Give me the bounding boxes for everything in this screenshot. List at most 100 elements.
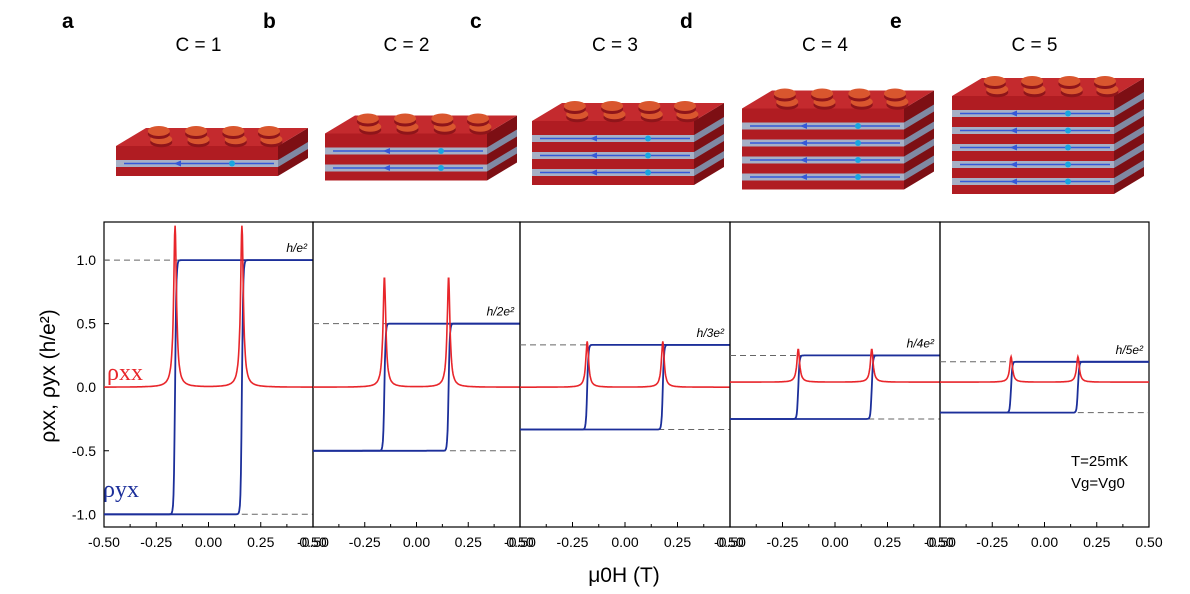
x-tick-label: -0.25 [976, 534, 1008, 550]
x-tick-label: -0.50 [714, 534, 746, 550]
rho-yx-sweep-down [730, 354, 940, 420]
edge-current-arrow [383, 148, 390, 154]
rho-yx-sweep-up [730, 354, 940, 420]
rho-yx-sweep-down [313, 322, 520, 452]
rho-yx-sweep-up [940, 360, 1149, 414]
rho-xx-curve [104, 225, 313, 388]
current-droplet [229, 160, 235, 167]
layer-stack-illustration [742, 88, 934, 190]
current-droplet [438, 148, 444, 154]
stud-top [1021, 75, 1044, 86]
ti-layer-side [1114, 126, 1144, 151]
x-tick-label: 0.25 [455, 534, 482, 550]
panel-title: C = 4 [802, 35, 848, 56]
edge-current-arrow [590, 135, 597, 142]
y-tick-label: 1.0 [77, 252, 97, 268]
panel-letter: a [62, 10, 74, 33]
x-tick-label: 0.00 [611, 534, 638, 550]
edge-current-arrow [383, 165, 390, 171]
legend-rho-yx: ρyx [103, 477, 139, 503]
panel-title: C = 2 [384, 35, 430, 56]
ti-layer-side [1114, 92, 1144, 117]
rho-yx-sweep-down [520, 344, 730, 431]
panel-title: C = 3 [592, 35, 638, 56]
stud-top [1094, 75, 1116, 86]
ti-layer-side [1114, 160, 1144, 185]
stud-top [394, 113, 417, 124]
x-tick-label: -0.25 [557, 534, 589, 550]
layer-stack-illustration [952, 75, 1144, 194]
x-tick-label: 0.00 [821, 534, 848, 550]
stud-top [773, 88, 796, 99]
current-droplet [855, 174, 861, 180]
edge-current-arrow [590, 152, 597, 159]
panel-letter: d [680, 10, 693, 33]
panel-letter: c [470, 10, 482, 33]
x-tick-label: 0.25 [1083, 534, 1110, 550]
panel-e: e C = 5 -0.50 -0.25 0.00 0.25 0.50 h/5e² [890, 10, 1163, 550]
x-tick-label: 0.50 [299, 534, 326, 550]
rho-yx-sweep-down [104, 259, 313, 516]
edge-current-arrow [800, 157, 807, 163]
x-tick-label: 0.25 [874, 534, 901, 550]
ti-layer-side [694, 151, 724, 176]
panel-title: C = 1 [176, 35, 222, 56]
edge-current-arrow [174, 160, 181, 167]
rho-xx-curve [730, 348, 940, 383]
layer-stack-illustration [325, 113, 517, 181]
ti-layer-side [904, 104, 934, 130]
current-droplet [645, 169, 651, 176]
x-tick-label: 0.00 [195, 534, 222, 550]
current-droplet [645, 135, 651, 142]
stud-top [983, 75, 1006, 86]
panel-b: b C = 2 -0.50 -0.25 0.00 0.25 0.50 h/2e² [263, 10, 534, 550]
current-droplet [1065, 178, 1071, 185]
y-tick-label: -1.0 [72, 506, 96, 522]
legend-rho-xx: ρxx [107, 360, 143, 386]
current-droplet [1065, 110, 1071, 117]
edge-current-arrow [1010, 144, 1017, 151]
ti-layer-side [904, 121, 934, 147]
x-tick-label: -0.50 [924, 534, 956, 550]
stud-top [674, 100, 696, 111]
ti-layer-side [694, 117, 724, 142]
stud-top [848, 88, 871, 99]
ti-layer-side [487, 129, 517, 155]
panel-title: C = 5 [1012, 35, 1058, 56]
stud-top [185, 125, 208, 136]
panel-c: c C = 3 -0.50 -0.25 0.00 0.25 0.50 h/3e² [470, 10, 744, 550]
x-tick-label: -0.50 [297, 534, 329, 550]
edge-current-arrow [800, 174, 807, 180]
x-tick-label: 0.25 [664, 534, 691, 550]
x-tick-label: 0.00 [1031, 534, 1058, 550]
panel-letter: b [263, 10, 276, 33]
edge-current-arrow [1010, 161, 1017, 168]
stud-top [563, 100, 586, 111]
quantized-label: h/2e² [487, 305, 515, 319]
ti-layer-side [1114, 143, 1144, 168]
x-tick-label: -0.25 [349, 534, 381, 550]
stud-top [1058, 75, 1081, 86]
stud-top [811, 88, 834, 99]
panel-a: a C = 1 -0.50 -0.25 0.00 0.25 0.50 -1.0 -0.5 0.0 0… [62, 10, 327, 550]
current-droplet [1065, 144, 1071, 151]
quantized-label: h/e² [286, 241, 308, 255]
current-droplet [1065, 161, 1071, 168]
edge-current-arrow [1010, 110, 1017, 117]
panel-d: d C = 4 -0.50 -0.25 0.00 0.25 0.50 h/4e² [680, 10, 954, 550]
ti-layer-side [904, 155, 934, 181]
stud-top [356, 113, 379, 124]
y-axis-label: ρxx, ρyx (h/e²) [37, 309, 60, 443]
y-tick-label: 0.5 [77, 316, 97, 332]
ti-layer-side [1114, 109, 1144, 134]
temperature-note: T=25mK [1071, 453, 1128, 470]
rho-xx-curve [520, 341, 730, 388]
x-tick-label: 0.50 [1135, 534, 1162, 550]
panel-letter: e [890, 10, 902, 33]
current-droplet [438, 165, 444, 171]
stud-top [884, 88, 906, 99]
stud-top [638, 100, 661, 111]
x-axis-label: μ0H (T) [588, 564, 660, 587]
y-tick-label: 0.0 [77, 379, 97, 395]
